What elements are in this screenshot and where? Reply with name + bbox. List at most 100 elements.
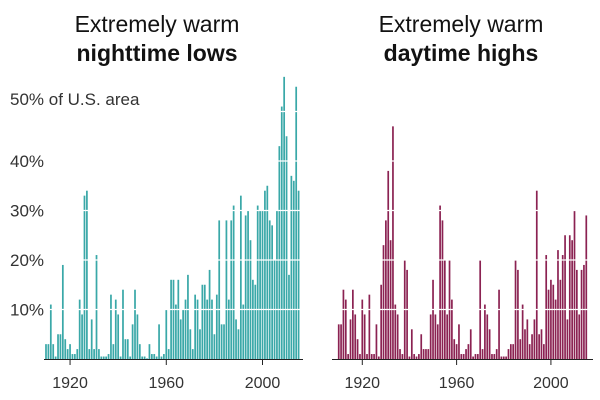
daytime-bar-1994 [535, 190, 538, 359]
nighttime-bar-1965 [177, 279, 180, 359]
nighttime-bar-1934 [102, 356, 105, 359]
nighttime-bar-1920 [69, 344, 71, 359]
daytime-bar-1940 [408, 356, 411, 359]
daytime-title-line2: daytime highs [383, 40, 539, 66]
nighttime-bar-1959 [163, 354, 165, 359]
daytime-bar-2000 [550, 279, 552, 359]
nighttime-bar-1940 [117, 314, 120, 359]
daytime-bar-1981 [505, 356, 507, 359]
daytime-bar-2005 [561, 255, 564, 359]
y-tick-label-20: 20% [10, 251, 44, 270]
daytime-bar-1956 [446, 314, 449, 359]
daytime-bar-1921 [363, 314, 366, 359]
nighttime-bar-1916 [59, 334, 62, 359]
daytime-bar-1923 [368, 294, 371, 359]
daytime-bar-1982 [507, 349, 510, 359]
daytime-bar-1968 [474, 354, 477, 359]
nighttime-bar-1983 [220, 324, 223, 359]
nighttime-bar-2011 [288, 274, 290, 359]
nighttime-bar-1990 [237, 329, 240, 359]
nighttime-bar-1978 [208, 269, 211, 359]
daytime-bar-1993 [533, 319, 536, 359]
y-tick-label-40: 40% [10, 152, 44, 171]
daytime-bar-1953 [439, 205, 441, 359]
nighttime-bar-1946 [131, 324, 134, 359]
nighttime-bar-1948 [136, 314, 139, 359]
daytime-bar-1991 [528, 344, 531, 359]
nighttime-bar-1918 [64, 339, 67, 359]
nighttime-bar-1917 [61, 264, 64, 359]
daytime-bar-1934 [394, 304, 397, 359]
daytime-bar-2004 [559, 279, 562, 359]
daytime-bar-1973 [486, 314, 489, 359]
daytime-bar-1992 [531, 334, 533, 359]
nighttime-bar-1961 [167, 349, 170, 359]
daytime-bar-2009 [571, 240, 573, 359]
nighttime-bar-2014 [295, 86, 298, 359]
daytime-bar-1998 [545, 255, 548, 359]
daytime-bar-1978 [498, 289, 500, 359]
daytime-bar-1930 [385, 220, 387, 359]
daytime-bar-1916 [352, 289, 354, 359]
nighttime-bar-1998 [256, 205, 259, 359]
nighttime-bar-1976 [203, 284, 206, 359]
daytime-bar-1966 [469, 329, 472, 359]
nighttime-bar-1993 [244, 215, 247, 359]
daytime-bar-1943 [415, 356, 418, 359]
daytime-bar-1971 [481, 349, 484, 359]
daytime-bar-1919 [359, 354, 361, 359]
daytime-x-tick-label-1920: 1920 [344, 375, 380, 392]
nighttime-bar-1957 [158, 324, 160, 359]
nighttime-x-tick-label-1920: 1920 [52, 375, 88, 392]
daytime-bar-1932 [389, 240, 392, 359]
nighttime-bar-1969 [187, 274, 189, 359]
daytime-bar-1965 [467, 344, 470, 359]
daytime-bar-2012 [578, 314, 581, 359]
daytime-bar-1946 [422, 349, 425, 359]
daytime-bar-1928 [380, 284, 383, 359]
daytime-bar-1931 [387, 170, 390, 359]
nighttime-bar-1984 [223, 324, 225, 359]
nighttime-title-line1: Extremely warm [74, 11, 240, 37]
daytime-bar-1922 [366, 354, 368, 359]
daytime-bar-1935 [396, 314, 399, 359]
nighttime-chart-title: Extremely warm nighttime lows [40, 10, 274, 68]
daytime-bar-1980 [502, 356, 505, 359]
nighttime-bar-1927 [86, 190, 88, 359]
nighttime-bar-1955 [153, 354, 156, 359]
daytime-bar-1936 [399, 349, 401, 359]
daytime-bar-1910 [337, 324, 340, 359]
daytime-bar-1987 [519, 339, 522, 359]
daytime-bar-1915 [349, 319, 352, 359]
daytime-bar-1961 [458, 324, 460, 359]
nighttime-bar-1936 [107, 354, 110, 359]
daytime-bar-1999 [547, 289, 550, 359]
nighttime-bar-1985 [225, 220, 228, 359]
daytime-bar-1951 [434, 314, 437, 359]
nighttime-bar-1950 [141, 356, 144, 359]
nighttime-bar-1975 [201, 284, 204, 359]
nighttime-bar-1932 [98, 349, 100, 359]
nighttime-bars: 1920 1960 2000 10% 20% 30% 40% [10, 76, 303, 392]
daytime-bar-1945 [420, 334, 423, 359]
nighttime-bar-1968 [184, 299, 187, 359]
nighttime-bar-2002 [266, 185, 269, 359]
daytime-bar-1952 [436, 324, 439, 359]
nighttime-bar-1979 [211, 299, 213, 359]
nighttime-bar-1922 [74, 354, 76, 359]
nighttime-bar-1967 [182, 309, 184, 359]
daytime-bar-1986 [517, 269, 519, 359]
daytime-bar-1914 [347, 354, 349, 359]
nighttime-bar-1947 [134, 289, 136, 359]
nighttime-bar-2015 [297, 190, 300, 359]
nighttime-bar-1974 [199, 329, 201, 359]
nighttime-bar-2001 [264, 190, 266, 359]
daytime-bar-1939 [406, 269, 408, 359]
daytime-bar-2015 [585, 215, 588, 359]
daytime-bar-1983 [509, 344, 512, 359]
daytime-bar-1967 [472, 356, 474, 359]
nighttime-bar-1973 [196, 299, 199, 359]
daytime-bar-1925 [373, 354, 375, 359]
nighttime-bar-1982 [218, 220, 221, 359]
